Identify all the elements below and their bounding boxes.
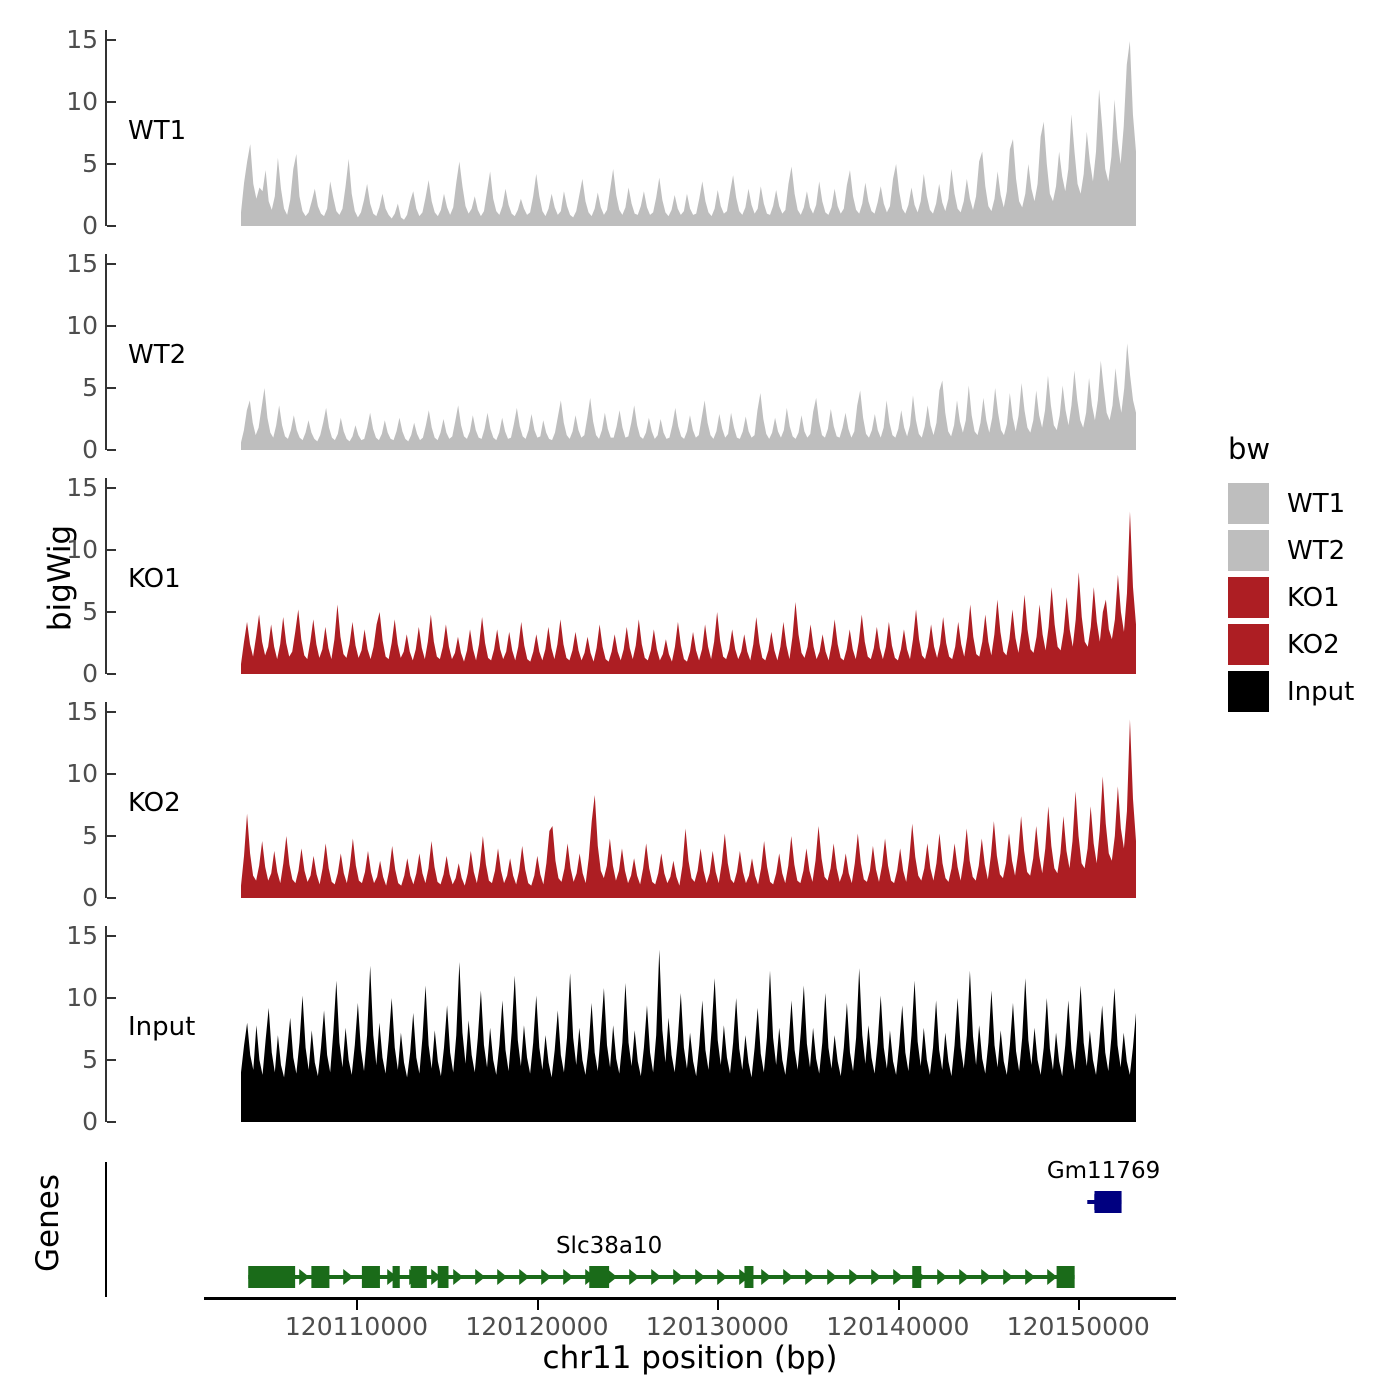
- x-tick-label: 120140000: [826, 1312, 970, 1341]
- legend-swatch-icon: [1228, 483, 1269, 524]
- y-tick: [107, 162, 116, 165]
- legend-item-wt1[interactable]: WT1: [1228, 480, 1354, 527]
- y-tick-label: 10: [66, 310, 98, 340]
- y-tick-label: 5: [82, 372, 98, 402]
- y-tick: [107, 486, 116, 489]
- gene-gm11769[interactable]: [1087, 1191, 1122, 1213]
- y-tick: [107, 225, 116, 227]
- panel-label-wt2: WT2: [128, 339, 187, 370]
- legend-item-ko2[interactable]: KO2: [1228, 621, 1354, 668]
- legend-item-label: KO2: [1287, 629, 1340, 660]
- y-tick-label: 0: [82, 883, 98, 912]
- x-tick: [356, 1300, 359, 1310]
- x-tick: [717, 1300, 720, 1310]
- y-tick-label: 10: [66, 534, 98, 564]
- y-tick: [107, 449, 116, 451]
- x-tick-label: 120110000: [284, 1312, 429, 1341]
- legend-item-label: KO1: [1287, 582, 1340, 613]
- y-tick: [107, 934, 116, 937]
- panel-axis-line: [105, 254, 107, 450]
- legend-item-label: WT2: [1287, 535, 1346, 566]
- x-axis-line: [204, 1297, 1176, 1300]
- y-tick-label: 15: [66, 920, 98, 950]
- y-tick-label: 0: [82, 1107, 98, 1136]
- coverage-area-ko1: [241, 511, 1136, 674]
- y-tick: [107, 710, 116, 713]
- y-tick-label: 15: [66, 472, 98, 502]
- coverage-area-input: [241, 949, 1136, 1122]
- y-tick-label: 10: [66, 982, 98, 1012]
- panel-label-wt1: WT1: [128, 115, 187, 146]
- y-tick-label: 5: [82, 596, 98, 626]
- coverage-area-wt2: [241, 343, 1136, 450]
- bigwig-panel-ko2: 0 5 10 15 KO2: [0, 696, 1200, 912]
- x-tick-label: 120120000: [465, 1312, 609, 1341]
- gene-label-gm11769: Gm11769: [1046, 1158, 1161, 1184]
- legend-swatch-icon: [1228, 577, 1269, 618]
- y-tick: [107, 1058, 116, 1061]
- legend-title: bw: [1228, 432, 1271, 466]
- y-tick: [107, 1121, 116, 1123]
- y-tick: [107, 262, 116, 265]
- y-tick: [107, 548, 116, 551]
- y-tick: [107, 324, 116, 327]
- x-tick: [536, 1300, 539, 1310]
- panel-label-ko2: KO2: [128, 787, 181, 818]
- bigwig-panel-ko1: 0 5 10 15 KO1: [0, 472, 1200, 688]
- legend-item-label: Input: [1287, 676, 1355, 707]
- y-tick: [107, 834, 116, 837]
- legend: bw WT1 WT2 KO1 KO2 Input: [1228, 432, 1354, 715]
- bigwig-panel-input: 0 5 10 15 Input: [0, 920, 1200, 1136]
- y-tick-label: 15: [66, 24, 98, 54]
- panel-axis-line: [105, 926, 107, 1122]
- genes-panel-axis-line: [105, 1162, 107, 1297]
- panel-axis-line: [105, 702, 107, 898]
- legend-item-label: WT1: [1287, 488, 1346, 519]
- y-tick: [107, 673, 116, 675]
- y-tick-label: 0: [82, 211, 98, 240]
- x-axis-title: chr11 position (bp): [542, 1340, 838, 1376]
- legend-swatch-icon: [1228, 530, 1269, 571]
- x-tick-label: 120130000: [645, 1312, 789, 1341]
- y-tick-label: 5: [82, 148, 98, 178]
- genes-svg: [248, 1191, 1122, 1288]
- legend-swatch-icon: [1228, 671, 1269, 712]
- legend-items: WT1 WT2 KO1 KO2 Input: [1228, 480, 1354, 715]
- x-tick-label: 120150000: [1006, 1312, 1150, 1341]
- y-tick-label: 15: [66, 248, 98, 278]
- gene-label-slc38a10: Slc38a10: [555, 1233, 663, 1259]
- legend-item-wt2[interactable]: WT2: [1228, 527, 1354, 574]
- y-tick: [107, 100, 116, 103]
- legend-item-input[interactable]: Input: [1228, 668, 1354, 715]
- panel-label-input: Input: [128, 1011, 196, 1042]
- y-tick-label: 0: [82, 435, 98, 464]
- x-tick: [1078, 1300, 1081, 1310]
- x-tick: [897, 1300, 900, 1310]
- coverage-area-wt1: [241, 41, 1136, 226]
- y-tick-label: 5: [82, 1044, 98, 1074]
- y-tick: [107, 38, 116, 41]
- gene-slc38a10[interactable]: [248, 1266, 1075, 1288]
- legend-swatch-icon: [1228, 624, 1269, 665]
- y-tick: [107, 610, 116, 613]
- bigwig-panel-wt2: 0 5 10 15 WT2: [0, 248, 1200, 464]
- coverage-area-ko2: [241, 719, 1136, 898]
- y-tick: [107, 897, 116, 899]
- y-tick: [107, 996, 116, 999]
- panel-label-ko1: KO1: [128, 563, 181, 594]
- panel-axis-line: [105, 30, 107, 226]
- y-tick-label: 15: [66, 696, 98, 726]
- legend-item-ko1[interactable]: KO1: [1228, 574, 1354, 621]
- y-tick-label: 10: [66, 758, 98, 788]
- y-tick: [107, 386, 116, 389]
- panel-axis-line: [105, 478, 107, 674]
- y-tick-label: 0: [82, 659, 98, 688]
- y-tick: [107, 772, 116, 775]
- bigwig-panel-wt1: 0 5 10 15 WT1: [0, 24, 1200, 240]
- y-tick-label: 10: [66, 86, 98, 116]
- y-tick-label: 5: [82, 820, 98, 850]
